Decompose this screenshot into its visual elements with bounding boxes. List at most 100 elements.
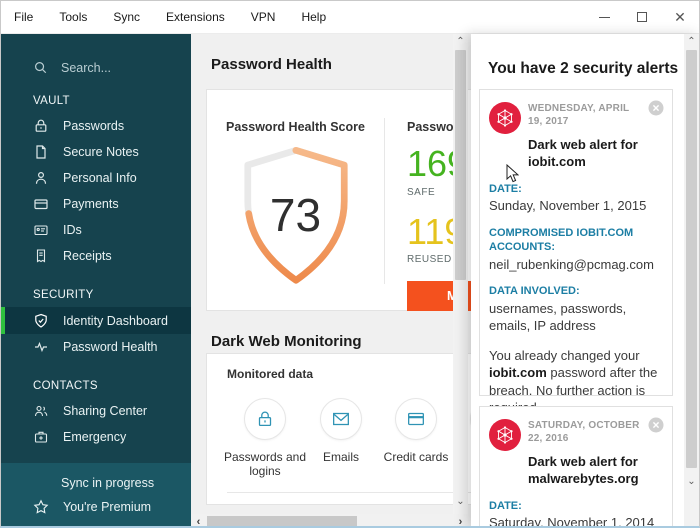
search-icon	[35, 62, 47, 74]
envelope-icon	[333, 412, 349, 426]
monitored-item-label: Emails	[322, 450, 359, 464]
scrollbar-thumb[interactable]	[455, 50, 466, 280]
security-alerts-panel: You have 2 security alerts WEDNESDAY, AP…	[471, 34, 699, 526]
card-divider	[384, 118, 385, 284]
minimize-button[interactable]	[585, 1, 623, 33]
scroll-left-icon[interactable]: ‹	[196, 515, 201, 528]
field-label-date: DATE:	[489, 182, 522, 195]
main-content: Password Health Password Health Score 73	[191, 34, 471, 528]
person-icon	[35, 171, 47, 184]
shield-gauge-icon	[243, 146, 348, 284]
mouse-cursor	[506, 164, 519, 183]
alert-card-malwarebytes: SATURDAY, OCTOBER 22, 2016 Dark web aler…	[479, 406, 673, 526]
alert-note-domain: iobit.com	[489, 365, 547, 381]
section-header-contacts: CONTACTS	[33, 380, 98, 392]
scroll-up-icon[interactable]: ⌃	[456, 36, 465, 47]
medical-kit-icon	[34, 431, 48, 443]
search-placeholder: Search...	[61, 60, 112, 75]
menu-help[interactable]: Help	[301, 10, 327, 24]
darkweb-monitoring-card: Monitored data Passwords and logins Emai…	[206, 353, 471, 505]
section-header-vault: VAULT	[33, 95, 70, 107]
menu-extensions[interactable]: Extensions	[166, 10, 225, 24]
credit-card-icon	[34, 199, 48, 210]
dark-web-alert-icon	[489, 419, 521, 451]
score-card-title: Password Health Score	[226, 120, 365, 134]
alert-header: WEDNESDAY, APRIL 19, 2017	[489, 100, 664, 134]
monitored-item-label: Passwords and logins	[223, 450, 307, 479]
window-controls: ✕	[585, 1, 699, 33]
password-health-score-card: Password Health Score 73 Password 169	[206, 89, 471, 312]
close-button[interactable]: ✕	[661, 1, 699, 33]
close-icon: ✕	[674, 9, 686, 25]
maximize-icon	[637, 12, 647, 22]
scrollbar-thumb[interactable]	[686, 50, 697, 468]
card-separator	[227, 492, 471, 493]
receipt-icon	[36, 249, 46, 263]
shield-check-icon	[35, 313, 47, 328]
sidebar-item-label: Password Health	[63, 340, 158, 354]
menu-tools[interactable]: Tools	[59, 10, 88, 24]
sidebar-item-receipts[interactable]: Receipts	[1, 243, 191, 269]
field-label-date: DATE:	[489, 499, 522, 512]
section-header-security: SECURITY	[33, 289, 94, 301]
sidebar-item-ids[interactable]: IDs	[1, 217, 191, 243]
star-icon	[33, 499, 49, 514]
sidebar-item-identity-dashboard[interactable]: Identity Dashboard	[1, 307, 191, 334]
sidebar-item-label: Payments	[63, 197, 119, 211]
reused-label: REUSED	[407, 254, 452, 266]
main-horizontal-scrollbar[interactable]: ‹ ›	[191, 514, 468, 528]
score-shield: 73	[229, 142, 363, 295]
sidebar-item-sharing-center[interactable]: Sharing Center	[1, 398, 191, 424]
sidebar: Search... VAULT Passwords Secure Notes P…	[1, 34, 191, 526]
monitored-item-circle	[395, 398, 437, 440]
dismiss-alert-icon[interactable]	[648, 417, 664, 433]
search-input[interactable]: Search...	[1, 34, 191, 75]
dismiss-alert-icon[interactable]	[648, 100, 664, 116]
menu-vpn[interactable]: VPN	[250, 10, 276, 24]
score-column: Password Health Score 73	[207, 90, 384, 310]
sidebar-item-label: Emergency	[63, 430, 127, 444]
sidebar-item-passwords[interactable]: Passwords	[1, 113, 191, 139]
safe-label: SAFE	[407, 186, 436, 198]
menu-sync[interactable]: Sync	[113, 10, 141, 24]
field-value-data-involved: usernames, passwords, emails, IP address	[489, 300, 627, 333]
premium-label: You're Premium	[63, 500, 152, 514]
page-title: Password Health	[211, 56, 332, 73]
alerts-panel-title: You have 2 security alerts	[488, 60, 679, 77]
menubar: File Tools Sync Extensions VPN Help ✕	[1, 1, 699, 34]
field-value-date: Sunday, November 1, 2015	[489, 198, 647, 214]
scrollbar-thumb[interactable]	[207, 516, 357, 526]
alert-card-iobit: WEDNESDAY, APRIL 19, 2017 Dark web alert…	[479, 89, 673, 453]
sidebar-item-emergency[interactable]: Emergency	[1, 424, 191, 450]
scroll-down-icon[interactable]: ⌄	[687, 476, 696, 487]
credit-card-icon	[408, 412, 424, 426]
monitored-item-circle	[244, 398, 286, 440]
field-label-accounts: COMPROMISED IOBIT.COM ACCOUNTS:	[489, 226, 634, 254]
main-vertical-scrollbar[interactable]: ⌃	[453, 34, 468, 514]
field-value-accounts: neil_rubenking@pcmag.com	[489, 256, 654, 272]
analysis-title: Password	[407, 120, 467, 134]
menu-file[interactable]: File	[14, 10, 34, 24]
sidebar-item-secure-notes[interactable]: Secure Notes	[1, 139, 191, 165]
sidebar-item-password-health[interactable]: Password Health	[1, 334, 191, 360]
maximize-button[interactable]	[623, 1, 661, 33]
sidebar-item-label: IDs	[63, 223, 82, 237]
lock-icon	[35, 119, 47, 132]
scroll-right-icon[interactable]: ›	[458, 515, 463, 528]
pulse-icon	[35, 341, 47, 353]
scroll-up-icon[interactable]: ⌃	[687, 36, 696, 47]
minimize-icon	[598, 16, 610, 18]
darkweb-section-title: Dark Web Monitoring	[211, 333, 362, 350]
alert-note: You already changed your iobit.com passw…	[489, 347, 658, 416]
sidebar-item-label: Receipts	[63, 249, 112, 263]
sidebar-item-personal-info[interactable]: Personal Info	[1, 165, 191, 191]
alert-date-header: WEDNESDAY, APRIL 19, 2017	[528, 103, 630, 127]
monitored-item-circle	[320, 398, 362, 440]
sidebar-item-payments[interactable]: Payments	[1, 191, 191, 217]
sidebar-item-label: Personal Info	[63, 171, 137, 185]
premium-status[interactable]: You're Premium	[1, 490, 191, 515]
scroll-down-icon[interactable]: ⌄	[456, 496, 465, 507]
panel-vertical-scrollbar[interactable]: ⌃ ⌄	[684, 34, 699, 526]
sync-status: Sync in progress	[61, 476, 155, 490]
score-value: 73	[269, 189, 322, 241]
